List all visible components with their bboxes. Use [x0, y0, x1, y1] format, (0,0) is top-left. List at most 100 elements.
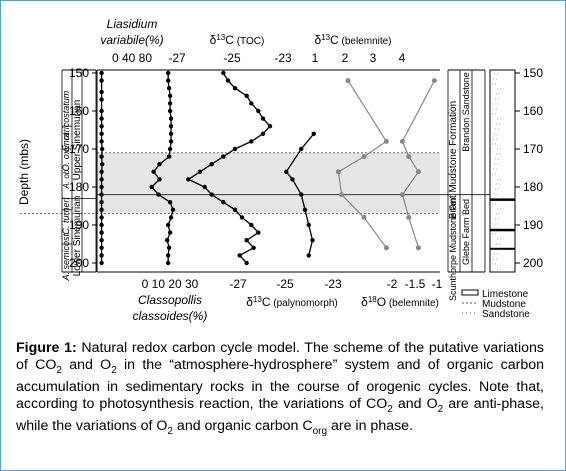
palynomorph-point — [311, 131, 316, 136]
belemnite-c-xtick: 2 — [342, 51, 349, 65]
liasidium-point — [99, 184, 104, 190]
y-tick-label: 200 — [69, 256, 89, 270]
toc-point — [221, 200, 226, 205]
toc-point — [249, 139, 254, 144]
caption-part-8: are anti-phase, while the variations of … — [16, 395, 544, 434]
toc-point — [256, 108, 261, 114]
palynomorph-point — [299, 192, 304, 197]
belemnite-series-1-point — [399, 138, 405, 144]
limestone-bed — [490, 247, 515, 250]
liasidium-point — [99, 70, 104, 76]
belemnite-series-0-point — [345, 78, 351, 84]
shaded-interval — [97, 152, 440, 214]
liasidium-point — [99, 162, 105, 167]
liasidium-point — [99, 131, 104, 136]
classopollis-point — [165, 222, 171, 228]
palynomorph-point — [284, 169, 289, 174]
toc-point — [232, 86, 238, 91]
formation-label: Brandon Sandstone — [461, 72, 471, 152]
toc-point — [249, 222, 254, 228]
liasidium-point — [99, 89, 104, 95]
caption-part-4: in the “atmosphere-hydrosphere” system a… — [16, 357, 544, 412]
liasidium-point — [99, 260, 104, 266]
toc-point — [225, 78, 231, 83]
palynomorph-xtick: -23 — [324, 277, 342, 291]
y-tick-label-right: 190 — [523, 218, 543, 232]
formation-label: Brant Mudstone Formation — [448, 101, 459, 219]
palynomorph-point — [299, 146, 304, 152]
classopollis-point — [165, 78, 171, 83]
belemnite-o-xtick: -1 — [432, 277, 443, 291]
caption-label: Figure 1: — [16, 340, 77, 356]
classopollis-point — [168, 139, 174, 144]
toc-point — [249, 101, 254, 106]
legend-label: Mudstone — [482, 299, 526, 310]
belemnite-series-0-point — [339, 192, 345, 198]
belemnite-c-xtick: 1 — [312, 51, 319, 65]
classopollis-point — [167, 101, 173, 106]
liasidium-title-line1: Liasidium — [107, 17, 158, 31]
belemnite-series-1-point — [431, 78, 437, 84]
liasidium-point — [99, 200, 104, 205]
y-tick-label: 190 — [69, 218, 89, 232]
belemnite-series-0-point — [361, 214, 367, 220]
palynomorph-point — [306, 253, 311, 258]
y-tick-label-right: 200 — [523, 256, 543, 270]
liasidium-point — [99, 169, 104, 174]
belemnite-series-0-point — [383, 138, 389, 144]
toc-point — [260, 116, 266, 121]
liasidium-point — [99, 146, 105, 152]
belemnite-series-0-point — [383, 245, 389, 251]
classopollis-point — [167, 200, 173, 205]
legend-label: Sandstone — [482, 309, 530, 320]
y-tick-label: 160 — [69, 104, 89, 118]
liasidium-point — [99, 215, 104, 220]
liasidium-point — [99, 238, 104, 243]
liasidium-point — [99, 116, 104, 121]
caption-part-9: 2 — [167, 425, 173, 437]
liasidium-point — [99, 97, 104, 102]
classopollis-point — [167, 93, 173, 99]
caption-part-7: 2 — [437, 403, 444, 415]
classopollis-point — [168, 124, 174, 129]
classopollis-point — [166, 86, 172, 91]
belemnite-c-axis-title: δ13C (belemnite) — [314, 33, 391, 48]
toc-point — [221, 70, 226, 76]
caption-part-6: and O — [392, 395, 438, 412]
classopollis-point — [157, 162, 162, 167]
liasidium-point — [99, 124, 104, 129]
liasidium-title-line2: variabile(%) — [100, 33, 163, 47]
zone-label: E. raricostatum — [61, 90, 71, 151]
palynomorph-point — [306, 222, 311, 228]
liasidium-point — [99, 78, 104, 83]
caption-part-1: 2 — [56, 364, 62, 376]
toc-xtick: -25 — [223, 51, 241, 65]
zone-label: A. semicost. — [61, 231, 71, 281]
toc-point — [197, 169, 203, 174]
belemnite-c-xtick: 4 — [399, 51, 406, 65]
toc-point — [244, 238, 249, 243]
caption-text: Natural redox carbon cycle model. The sc… — [16, 340, 544, 437]
palynomorph-axis-title: δ13C (palynomorph) — [246, 295, 338, 310]
belemnite-series-0-point — [361, 154, 367, 160]
y-tick-label-right: 160 — [523, 104, 543, 118]
belemnite-series-1-point — [415, 169, 421, 175]
liasidium-point — [99, 245, 104, 250]
classopollis-point — [151, 169, 156, 174]
classopollis-point — [167, 108, 173, 114]
classopollis-point — [149, 184, 154, 190]
toc-point — [209, 162, 214, 167]
liasidium-point — [99, 108, 104, 114]
palynomorph-point — [310, 238, 315, 243]
belemnite-o-xtick: -1.5 — [405, 277, 426, 291]
toc-point — [209, 192, 214, 197]
limestone-bed — [490, 228, 515, 232]
caption-part-11: org — [312, 425, 328, 437]
toc-point — [244, 260, 249, 266]
toc-point — [232, 146, 238, 152]
toc-point — [186, 177, 191, 182]
toc-point — [251, 245, 256, 250]
lithology-column — [489, 69, 516, 273]
classopollis-title-line1: Classopollis — [138, 293, 202, 307]
